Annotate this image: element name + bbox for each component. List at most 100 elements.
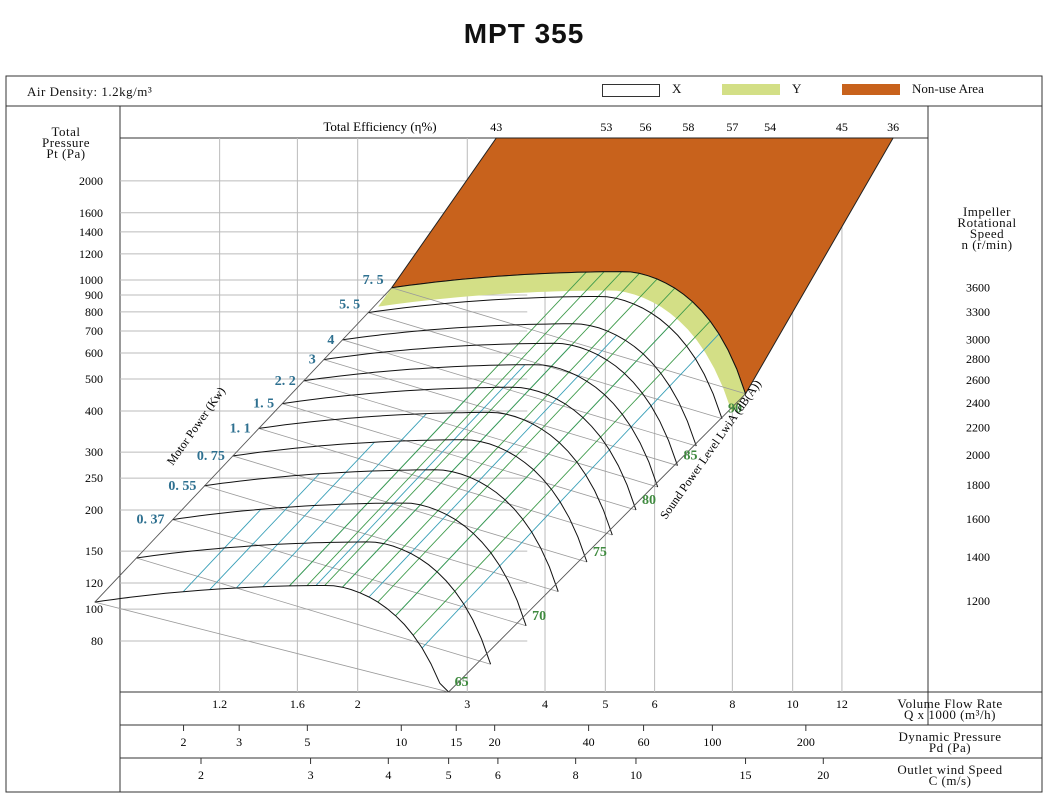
sound-level-boundary xyxy=(448,393,746,693)
dynamic-pressure-tick-2: 2 xyxy=(181,735,187,749)
speed-tick-3000: 3000 xyxy=(966,332,990,346)
x-axis-title-line-2: Q x 1000 (m³/h) xyxy=(904,707,996,722)
pressure-tick-120: 120 xyxy=(85,576,103,590)
system-line-1800 xyxy=(204,485,559,593)
speed-curve-3300 xyxy=(368,296,723,419)
speed-tick-1600: 1600 xyxy=(966,512,990,526)
motor-power-ray-0 xyxy=(182,508,262,593)
speed-curve-2200 xyxy=(258,411,613,536)
flow-tick-12: 12 xyxy=(836,697,848,711)
pressure-tick-80: 80 xyxy=(91,634,103,648)
efficiency-tick-2: 56 xyxy=(639,120,651,134)
chart-title: MPT 355 xyxy=(463,18,585,49)
efficiency-tick-7: 36 xyxy=(887,120,899,134)
pressure-tick-1200: 1200 xyxy=(79,247,103,261)
legend-label-y: Y xyxy=(792,81,802,96)
flow-tick-5: 5 xyxy=(602,697,608,711)
y-axis-title: Total Pressure Pt (Pa) xyxy=(20,125,112,160)
motor-power-label-4: 1. 5 xyxy=(253,397,274,412)
speed-curve-1200 xyxy=(94,585,449,693)
dynamic-pressure-title: Dynamic Pressure Pd (Pa) xyxy=(860,730,1040,754)
speed-tick-2000: 2000 xyxy=(966,448,990,462)
motor-power-label-7: 4 xyxy=(327,333,334,348)
legend-label-non-use: Non-use Area xyxy=(912,81,984,96)
wind-speed-title-line-2: C (m/s) xyxy=(928,773,972,788)
efficiency-ray-6 xyxy=(395,301,693,616)
efficiency-tick-3: 58 xyxy=(682,120,694,134)
motor-power-boundary xyxy=(94,287,393,603)
system-line-2800 xyxy=(323,359,678,466)
wind-speed-tick-8: 8 xyxy=(573,768,579,782)
pressure-tick-800: 800 xyxy=(85,305,103,319)
efficiency-ray-1 xyxy=(306,271,605,586)
dynamic-pressure-tick-60: 60 xyxy=(638,735,650,749)
outer-frame xyxy=(5,75,1043,793)
system-line-2400 xyxy=(281,403,637,511)
wind-speed-title-line-1: Outlet wind Speed xyxy=(897,762,1003,777)
legend-swatch-y xyxy=(722,84,780,95)
system-line-3000 xyxy=(342,339,697,447)
speed-curve-2600 xyxy=(303,364,659,488)
gridlines xyxy=(120,138,843,692)
speed-axis-title-line-4: n (r/min) xyxy=(961,237,1013,252)
flow-tick-2: 2 xyxy=(355,697,361,711)
pressure-tick-900: 900 xyxy=(85,288,103,302)
efficiency-ray-2 xyxy=(324,271,623,586)
sound-power-label-65: 65 xyxy=(455,675,469,690)
pressure-tick-700: 700 xyxy=(85,324,103,338)
speed-axis-title-line-3: Speed xyxy=(969,226,1005,241)
flow-tick-8: 8 xyxy=(729,697,735,711)
wind-speed-tick-6: 6 xyxy=(495,768,501,782)
speed-curves xyxy=(94,271,746,693)
efficiency-tick-4: 57 xyxy=(726,120,738,134)
pressure-tick-100: 100 xyxy=(85,602,103,616)
wind-speed-tick-10: 10 xyxy=(630,768,642,782)
motor-power-ray-5 xyxy=(315,364,526,586)
dynamic-pressure-tick-15: 15 xyxy=(450,735,462,749)
pressure-tick-1600: 1600 xyxy=(79,206,103,220)
wind-speed-tick-15: 15 xyxy=(740,768,752,782)
motor-power-label-2: 0. 75 xyxy=(197,449,225,464)
air-density-label: Air Density: xyxy=(27,84,98,99)
speed-tick-1800: 1800 xyxy=(966,478,990,492)
x-axis-title: Volume Flow Rate Q x 1000 (m³/h) xyxy=(860,696,1040,722)
efficiency-tick-6: 45 xyxy=(836,120,848,134)
motor-power-label-1: 0. 55 xyxy=(168,479,196,494)
sound-power-label-90: 90 xyxy=(728,402,742,417)
pressure-tick-200: 200 xyxy=(85,503,103,517)
sound-power-label-80: 80 xyxy=(642,493,656,508)
flow-tick-1.6: 1.6 xyxy=(290,697,305,711)
legend-swatch-x xyxy=(602,84,660,97)
system-line-3600 xyxy=(391,287,746,395)
pressure-tick-300: 300 xyxy=(85,445,103,459)
motor-power-label-6: 3 xyxy=(309,353,316,368)
motor-power-label-3: 1. 1 xyxy=(230,421,251,436)
speed-curve-1400 xyxy=(136,541,492,665)
sound-power-label-70: 70 xyxy=(532,609,546,624)
speed-tick-2400: 2400 xyxy=(966,396,990,410)
system-line-2000 xyxy=(232,455,587,563)
wind-speed-tick-2: 2 xyxy=(198,768,204,782)
efficiency-tick-1: 53 xyxy=(600,120,612,134)
pressure-tick-150: 150 xyxy=(85,544,103,558)
speed-curve-1800 xyxy=(204,469,559,592)
system-line-1400 xyxy=(136,557,491,665)
speed-tick-1400: 1400 xyxy=(966,550,990,564)
wind-speed-tick-20: 20 xyxy=(817,768,829,782)
pressure-tick-250: 250 xyxy=(85,471,103,485)
speed-tick-2200: 2200 xyxy=(966,421,990,435)
motor-power-label-9: 7. 5 xyxy=(363,273,384,288)
flow-tick-3: 3 xyxy=(464,697,470,711)
flow-tick-10: 10 xyxy=(787,697,799,711)
motor-power-ray-2 xyxy=(235,441,375,589)
efficiency-ray-4 xyxy=(359,278,658,594)
wind-speed-tick-5: 5 xyxy=(446,768,452,782)
region-fills xyxy=(378,137,894,413)
x-axis-title-line-1: Volume Flow Rate xyxy=(897,696,1003,711)
speed-axis-title-line-1: Impeller xyxy=(962,204,1012,219)
system-line-1600 xyxy=(172,519,527,627)
dynamic-pressure-tick-20: 20 xyxy=(489,735,501,749)
efficiency-tick-5: 54 xyxy=(764,120,776,134)
wind-speed-title: Outlet wind Speed C (m/s) xyxy=(860,762,1040,788)
system-line-2600 xyxy=(303,380,658,488)
